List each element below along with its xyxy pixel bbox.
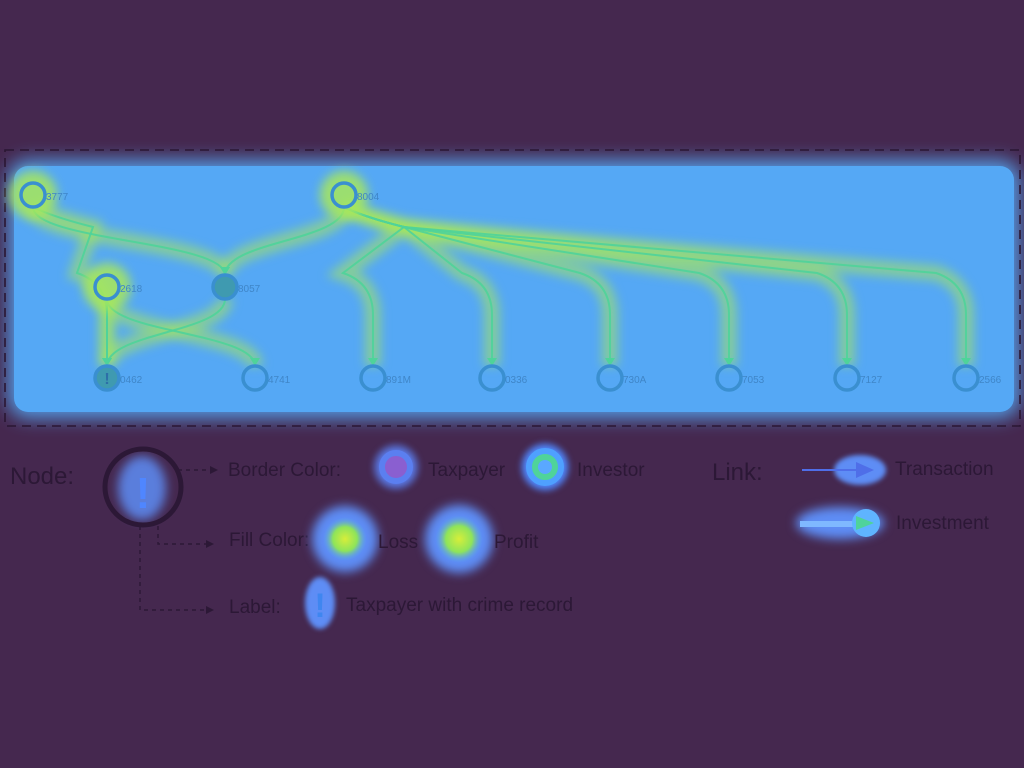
node-circle [241,364,269,392]
legend-profit-swatch [435,515,483,563]
graph-node: ! 0462 [93,364,143,392]
legend-node-title: Node: [10,463,74,490]
graph-node: 891M [359,364,411,392]
graph-node: 2566 [952,364,1002,392]
legend-link-title: Link: [712,459,763,486]
node-circle [211,273,239,301]
link-arrow [220,267,230,275]
heatmap-panel [4,149,1021,427]
node-circle [19,181,47,209]
legend-investor-label: Investor [577,460,645,481]
node-label: 0336 [505,375,528,386]
legend-connector-fill [157,526,206,545]
legend-border-color-label: Border Color: [228,460,341,481]
node-label: 4741 [268,375,291,386]
legend-loss-label: Loss [378,532,418,553]
legend-connector-border-arrow [210,466,218,474]
node-circle [93,273,121,301]
legend-loss-swatch [323,517,367,561]
node-label: 8004 [357,192,380,203]
legend: Node: ! Border Color: Taxpayer Investor … [10,440,994,629]
node-label: 7053 [742,375,765,386]
legend-label-label: Label: [229,597,281,618]
legend-transaction-arrow [856,462,874,478]
node-circle [715,364,743,392]
node-crime-glyph: ! [104,371,109,388]
legend-profit-label: Profit [494,532,539,553]
graph-node: 4741 [241,364,291,392]
link-arrow [487,358,497,366]
graph-node: 0336 [478,364,528,392]
graph-node: 3777 [9,171,69,219]
legend-node-example-glow [118,456,166,520]
legend-fill-color-label: Fill Color: [229,530,309,551]
graph-node: 730A [596,364,647,392]
legend-taxpayer-label: Taxpayer [428,460,506,481]
link-arrow [250,358,260,366]
graph-node: 7053 [715,364,765,392]
node-circle [952,364,980,392]
link-arrow [842,358,852,366]
node-glow [83,263,131,311]
link-arrow [102,358,112,366]
node-circle [359,364,387,392]
node-label: 730A [623,375,647,386]
node-circle [93,364,121,392]
legend-transaction-label: Transaction [895,459,994,480]
link-arrow [724,358,734,366]
graph-node: 2618 [83,263,143,311]
link-arrow [961,358,971,366]
legend-crime-glyph-glow [305,577,335,629]
legend-node-example [102,446,184,528]
node-label: 0462 [120,375,143,386]
link [343,206,967,366]
legend-crime-glyph: ! [314,587,325,625]
link [106,298,226,367]
link [32,206,226,276]
legend-connector-label [139,526,206,611]
node-circle [478,364,506,392]
node-circle [833,364,861,392]
node-circle [596,364,624,392]
node-circle [330,181,358,209]
graph-node: 7127 [833,364,883,392]
legend-node-example-glyph: ! [136,469,151,518]
node-glow [9,171,57,219]
node-label: 3777 [46,192,69,203]
legend-investment-label: Investment [896,513,990,534]
node-glow [320,171,368,219]
graph-node: 8004 [320,171,380,219]
legend-connector-label-arrow [206,606,214,614]
heatmap-body [14,166,1014,412]
node-label: 2566 [979,375,1002,386]
node-label: 8057 [238,284,261,295]
node-label: 891M [386,375,411,386]
legend-connector-fill-arrow [206,540,214,548]
legend-crime-label: Taxpayer with crime record [346,595,573,616]
link-arrow [605,358,615,366]
graph-node: 8057 [211,273,261,301]
nodes-layer: 3777 8004 2618 8057! 0462 4741 891M 0336 730A 705… [9,171,1002,392]
links-layer [32,206,971,367]
legend-taxpayer-swatch [379,450,413,484]
legend-investor-swatch-center [538,460,552,474]
legend-investment-arrow [856,516,874,530]
node-label: 2618 [120,284,143,295]
link-arrow [368,358,378,366]
node-label: 7127 [860,375,883,386]
